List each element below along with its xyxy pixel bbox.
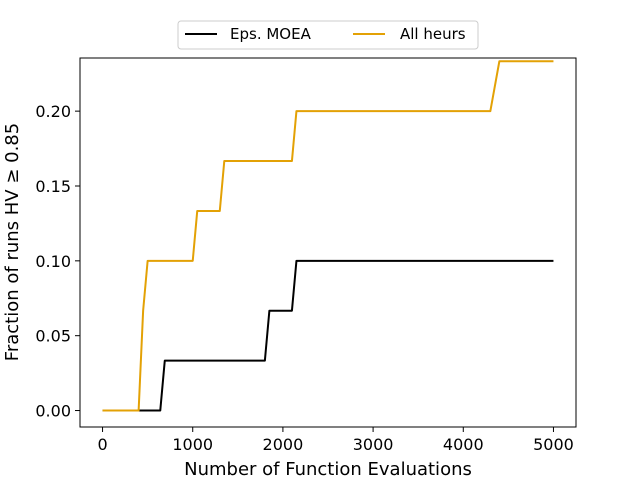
legend-box [177, 20, 479, 50]
y-tick-label: 0.20 [35, 102, 71, 121]
y-tick-label: 0.05 [35, 327, 71, 346]
plot-frame [79, 57, 577, 428]
x-tick-label: 5000 [533, 435, 574, 454]
x-tick-label: 1000 [172, 435, 213, 454]
y-axis-title: Fraction of runs HV ≥ 0.85 [2, 123, 23, 361]
x-axis-title: Number of Function Evaluations [184, 459, 472, 480]
y-tick-label: 0.10 [35, 252, 71, 271]
x-tick-label: 2000 [263, 435, 304, 454]
y-tick-label: 0.00 [35, 402, 71, 421]
x-axis: 0 1000 2000 3000 4000 5000 [97, 427, 574, 454]
legend-label-all-heurs: All heurs [400, 25, 466, 43]
series-line-0 [102, 259, 554, 412]
x-tick-label: 0 [97, 435, 107, 454]
y-axis: 0.00 0.05 0.10 0.15 0.20 [35, 102, 80, 421]
y-tick-label: 0.15 [35, 177, 71, 196]
legend: Eps. MOEA All heurs [177, 20, 479, 50]
legend-label-eps-moea: Eps. MOEA [230, 25, 312, 43]
series-layer [102, 60, 554, 412]
x-tick-label: 4000 [443, 435, 484, 454]
series-line-1 [102, 60, 554, 412]
x-tick-label: 3000 [353, 435, 394, 454]
